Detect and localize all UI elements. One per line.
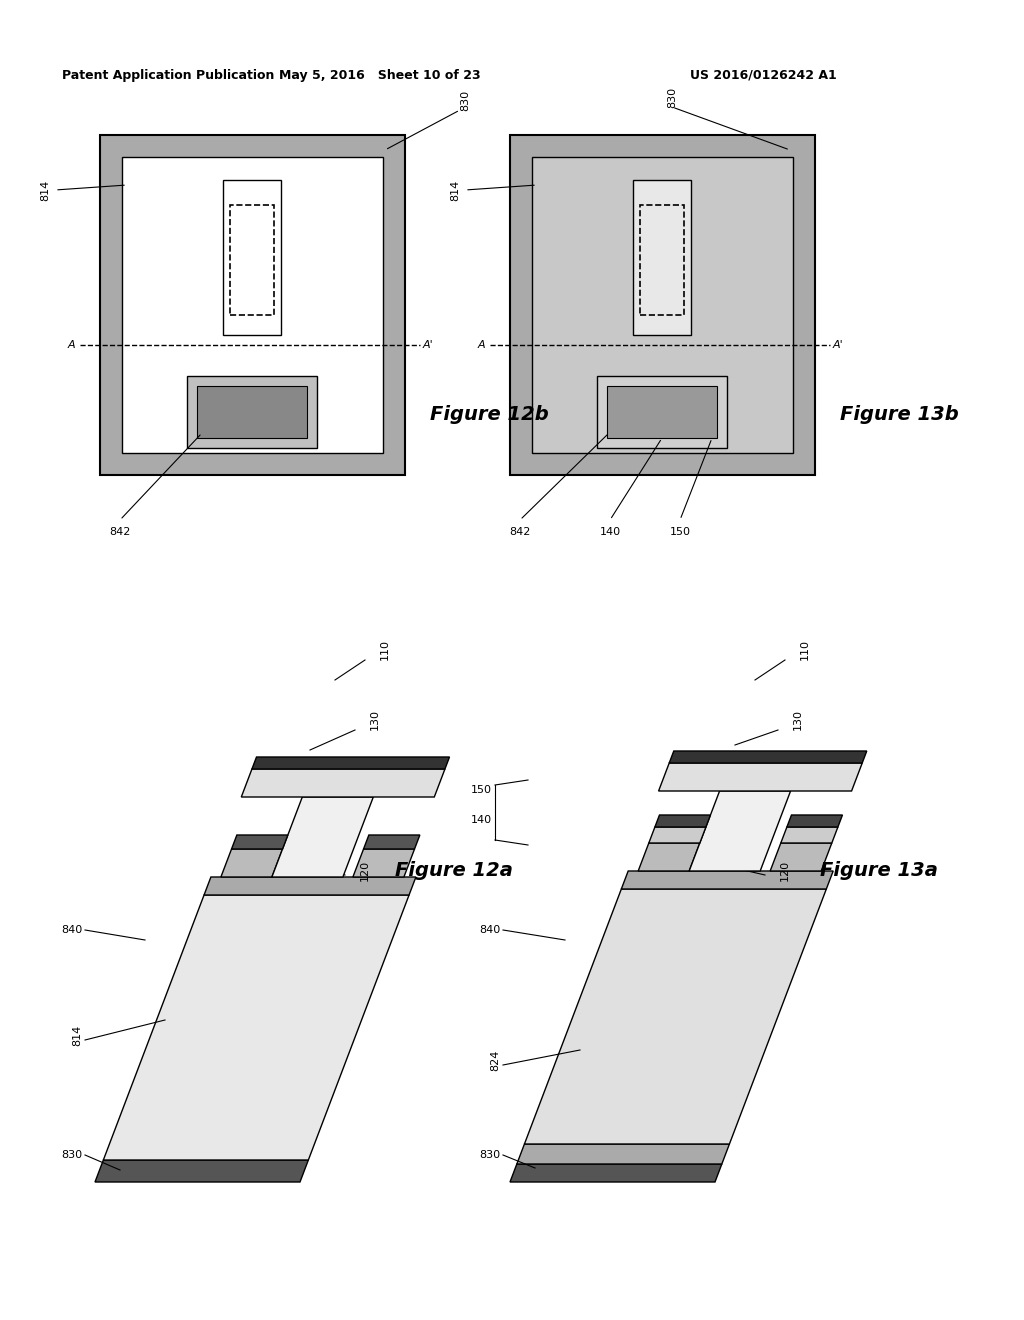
Text: 830: 830 [460, 90, 470, 111]
Polygon shape [95, 1160, 308, 1181]
Text: 840: 840 [479, 925, 500, 935]
Text: A: A [477, 341, 485, 350]
Polygon shape [221, 849, 283, 876]
Text: 842: 842 [110, 527, 131, 537]
Bar [597, 376, 727, 447]
Polygon shape [524, 888, 826, 1144]
Text: 814: 814 [40, 180, 50, 201]
Bar [197, 385, 307, 438]
Text: 830: 830 [479, 1150, 500, 1160]
Polygon shape [658, 763, 862, 791]
Bar [187, 376, 317, 447]
Bar [633, 180, 691, 335]
Text: Figure 13a: Figure 13a [820, 861, 938, 879]
Bar [510, 135, 815, 475]
Bar [532, 157, 793, 453]
Bar [640, 205, 684, 315]
Text: Figure 12b: Figure 12b [430, 405, 549, 425]
Polygon shape [770, 843, 831, 871]
Polygon shape [655, 814, 711, 828]
Polygon shape [204, 876, 416, 895]
Polygon shape [649, 828, 706, 843]
Text: 120: 120 [360, 859, 370, 880]
Text: Figure 13b: Figure 13b [840, 405, 958, 425]
Bar [122, 157, 383, 453]
Text: 840: 840 [60, 925, 82, 935]
Text: Figure 12a: Figure 12a [395, 861, 513, 879]
Text: A': A' [423, 341, 433, 350]
Bar [100, 135, 406, 475]
Text: 830: 830 [60, 1150, 82, 1160]
Text: 110: 110 [380, 639, 390, 660]
Polygon shape [622, 871, 834, 888]
Polygon shape [689, 791, 791, 871]
Text: 150: 150 [670, 527, 690, 537]
Polygon shape [510, 1164, 722, 1181]
Text: 830: 830 [667, 86, 677, 107]
Polygon shape [353, 849, 415, 876]
Polygon shape [364, 836, 420, 849]
Polygon shape [252, 756, 450, 770]
Text: 842: 842 [509, 527, 530, 537]
Bar [230, 205, 274, 315]
Polygon shape [231, 836, 288, 849]
Text: 130: 130 [793, 710, 803, 730]
Text: 140: 140 [599, 527, 621, 537]
Polygon shape [638, 843, 699, 871]
Polygon shape [786, 814, 843, 828]
Polygon shape [517, 1144, 729, 1164]
Bar [607, 385, 717, 438]
Text: 130: 130 [370, 710, 380, 730]
Polygon shape [670, 751, 866, 763]
Polygon shape [242, 770, 445, 797]
Text: A': A' [833, 341, 844, 350]
Text: Patent Application Publication: Patent Application Publication [62, 69, 274, 82]
Text: May 5, 2016   Sheet 10 of 23: May 5, 2016 Sheet 10 of 23 [280, 69, 481, 82]
Polygon shape [103, 895, 409, 1160]
Bar [223, 180, 281, 335]
Polygon shape [272, 797, 374, 876]
Text: 814: 814 [450, 180, 460, 201]
Text: 824: 824 [490, 1049, 500, 1071]
Text: 120: 120 [780, 859, 790, 880]
Text: 140: 140 [471, 814, 492, 825]
Text: US 2016/0126242 A1: US 2016/0126242 A1 [690, 69, 837, 82]
Text: A: A [68, 341, 75, 350]
Text: 110: 110 [800, 639, 810, 660]
Text: 814: 814 [72, 1024, 82, 1045]
Text: 150: 150 [471, 785, 492, 795]
Polygon shape [781, 828, 838, 843]
